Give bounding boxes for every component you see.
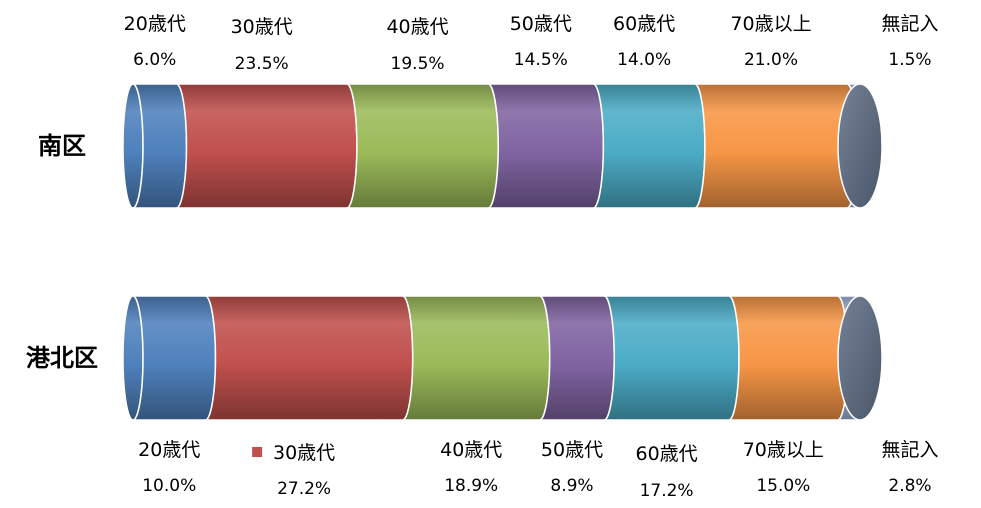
bar-end-cap [837, 83, 883, 209]
data-label: 17.2% [640, 481, 694, 501]
data-label: 1.5% [888, 50, 931, 70]
data-label: 23.5% [235, 54, 289, 74]
data-label: 19.5% [391, 54, 445, 74]
data-label: 6.0% [133, 50, 176, 70]
series-name-label: 20歳代 [138, 439, 200, 461]
bar-segment [205, 295, 414, 421]
legend-marker [252, 447, 263, 457]
series-name-label: 無記入 [881, 13, 938, 35]
bar-end-cap [837, 295, 883, 421]
data-label: 14.0% [617, 50, 671, 70]
bar-segment [539, 295, 615, 421]
series-name-label: 70歳以上 [730, 13, 811, 35]
bar-segment [346, 83, 499, 209]
data-label: 2.8% [888, 476, 931, 496]
series-name-label: 50歳代 [541, 439, 603, 461]
data-label: 27.2% [277, 479, 331, 499]
series-name-label: 20歳代 [124, 13, 186, 35]
series-name-label: 30歳代 [273, 442, 335, 464]
data-label: 18.9% [444, 476, 498, 496]
series-name-label: 40歳代 [440, 439, 502, 461]
series-name-label: 無記入 [881, 439, 938, 461]
bar-segment [604, 295, 740, 421]
category-label: 南区 [38, 132, 86, 160]
bar-segment [694, 83, 858, 209]
series-name-label: 50歳代 [510, 13, 572, 35]
bar-segment [488, 83, 605, 209]
series-name-label: 30歳代 [231, 16, 293, 38]
bars-layer [122, 83, 883, 421]
data-label: 10.0% [142, 476, 196, 496]
series-name-label: 70歳以上 [743, 439, 824, 461]
bar-segment [176, 83, 358, 209]
data-label: 8.9% [550, 476, 593, 496]
bar-segment [132, 295, 217, 421]
data-label: 15.0% [756, 476, 810, 496]
bar-segment [402, 295, 551, 421]
labels-layer: 南区 20歳代 6.0% 30歳代 23.5% 40歳代 19.5% 50歳代 14.5% 60歳… [26, 13, 939, 501]
data-label: 14.5% [514, 50, 568, 70]
bar-segment [728, 295, 849, 421]
series-name-label: 40歳代 [386, 16, 448, 38]
category-label: 港北区 [26, 344, 98, 372]
bar-segment [593, 83, 706, 209]
series-name-label: 60歳代 [613, 13, 675, 35]
data-label: 21.0% [744, 50, 798, 70]
series-name-label: 60歳代 [636, 443, 698, 465]
